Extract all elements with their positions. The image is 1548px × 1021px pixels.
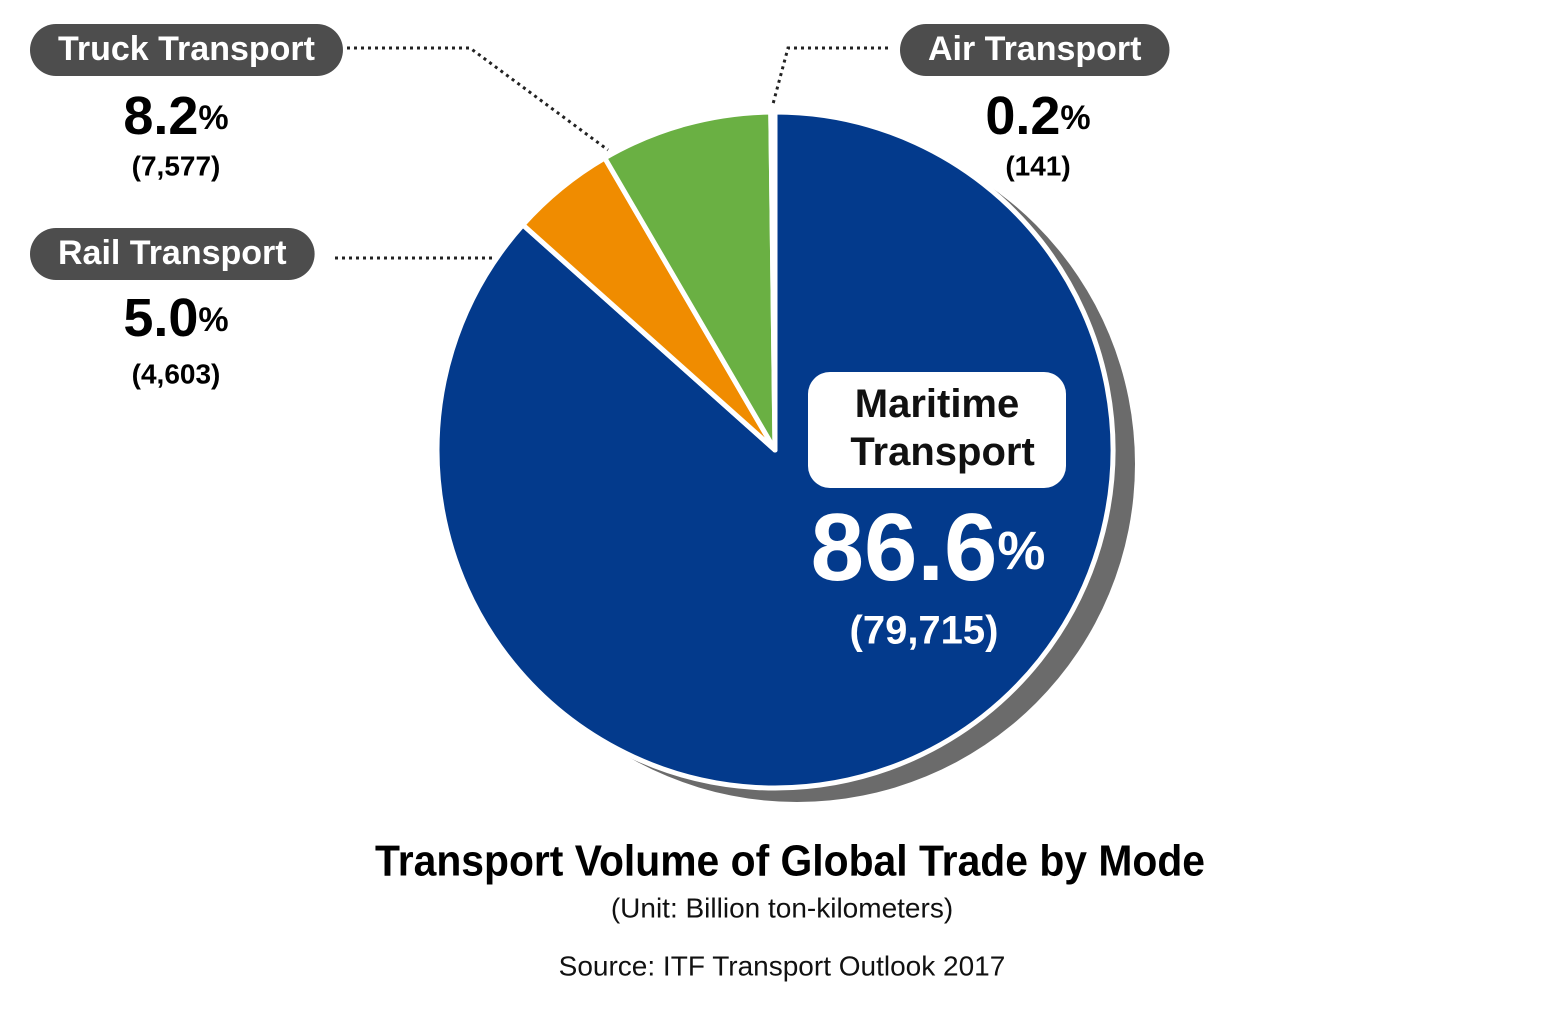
label-pill [30, 228, 315, 280]
volume-label: (7,577) [132, 150, 221, 181]
value-label: 0.2% [985, 86, 1090, 146]
volume-label: (141) [1005, 150, 1070, 181]
leader-line [347, 46, 609, 152]
label-pill [900, 24, 1170, 76]
label-box [808, 372, 1066, 488]
pie-slice [602, 109, 778, 453]
slice-label: Air Transport [928, 30, 1141, 68]
volume-label: (79,715) [850, 609, 999, 653]
value-label: 86.6% [811, 494, 1046, 601]
value-label: 5.0% [123, 288, 228, 348]
chart-subtitle: (Unit: Billion ton-kilometers) [611, 892, 953, 923]
label-pill [30, 24, 343, 76]
chart-title: Transport Volume of Global Trade by Mode [375, 837, 1205, 886]
source-note: Source: ITF Transport Outlook 2017 [559, 950, 1006, 981]
labels: Maritime Transport 86.6% (79,715) Rail Tran… [30, 24, 1170, 653]
slice-label: Rail Transport [58, 234, 287, 272]
value-label: 8.2% [123, 86, 228, 146]
leader-line [771, 46, 888, 105]
slice-label: Maritime Transport [839, 382, 1035, 474]
pie [434, 109, 1135, 802]
pie-slice [768, 109, 778, 453]
volume-label: (4,603) [132, 358, 221, 389]
slice-label: Truck Transport [58, 30, 315, 68]
